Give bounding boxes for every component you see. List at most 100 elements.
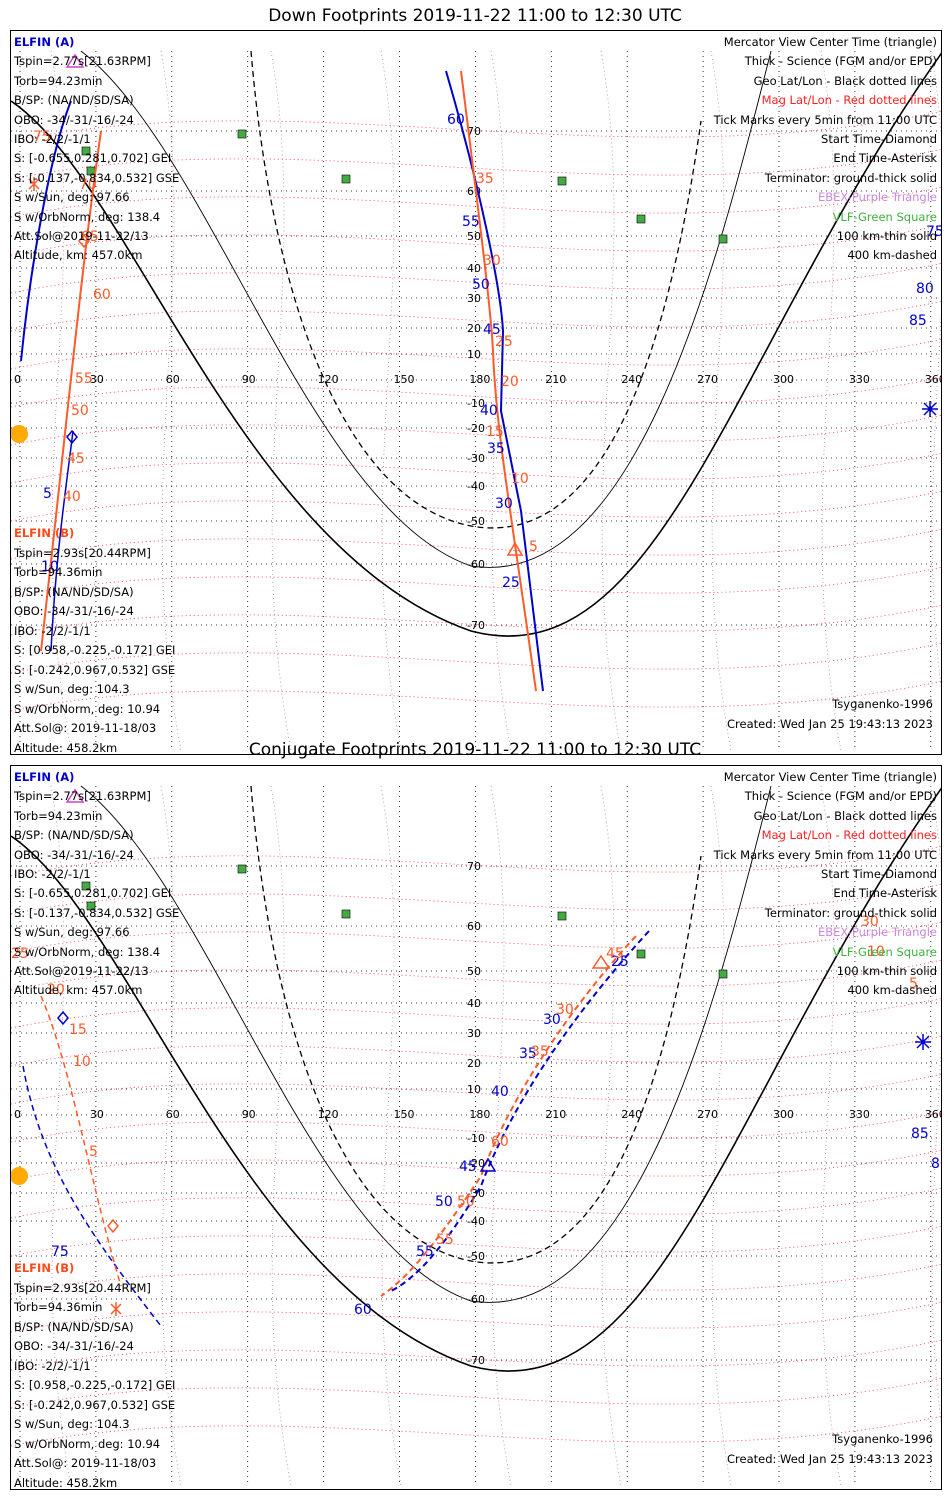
end-time-asterisk (110, 1302, 122, 1316)
info-line: S w/Sun, deg: 97.66 (14, 925, 130, 940)
lat-tick-label: -20 (467, 422, 485, 435)
lon-tick-label: 0 (14, 1108, 21, 1121)
elfin-a-time-label: 75 (926, 224, 942, 240)
info-line: S w/Sun, deg: 104.3 (14, 682, 130, 696)
lon-tick-label: 360 (925, 373, 942, 386)
elfin-b-time-label: 30 (483, 253, 501, 269)
elfin-b-time-label: 55 (75, 371, 93, 387)
lat-tick-label: 60 (467, 920, 481, 933)
elfin-a-time-label: 50 (435, 1194, 453, 1210)
elfin-b-info: ELFIN (B) Tspin=2.93s[20.44RPM] Torb=94.… (14, 1259, 176, 1489)
info-line: Torb=94.36min (14, 565, 103, 579)
lat-tick-label: 40 (467, 262, 481, 275)
elfin-a-time-label: 40 (491, 1084, 509, 1100)
lon-tick-label: 120 (318, 373, 339, 386)
terminator-100km-line (80, 785, 772, 1303)
lat-tick-label: 50 (467, 965, 481, 978)
info-line: S: [-0.655,0.281,0.702] GEI (14, 886, 172, 901)
legend-400km: 400 km-dashed (847, 983, 937, 998)
sun-icon (11, 425, 28, 443)
mag-lat-line (11, 376, 941, 408)
info-line: OBO: -34/-31/-16/-24 (14, 847, 134, 862)
footer-model: Tsyganenko-1996 (832, 1432, 933, 1446)
mag-lat-line (11, 1225, 941, 1257)
mag-lat-line (11, 1073, 941, 1105)
elfin-b-time-label: 45 (606, 946, 624, 962)
elfin-b-info: ELFIN (B) Tspin=2.93s[20.44RPM] Torb=94.… (14, 524, 175, 754)
lon-tick-label: 360 (925, 1108, 942, 1121)
elfin-b-time-label: 50 (457, 1194, 475, 1210)
info-line: B/SP: (NA/ND/SD/SA) (14, 1319, 134, 1334)
lon-tick-label: 30 (90, 373, 104, 386)
legend-ebex: EBEX-Purple Triangle (817, 925, 937, 940)
legend-thick: Thick - Science (FGM and/or EPD) (744, 789, 937, 804)
elfin-a-info: ELFIN (A) Tspin=2.77s[21.63RPM] Torb=94.… (14, 768, 179, 1001)
elfin-a-info: ELFIN (A) Tspin=2.77s[21.63RPM] Torb=94.… (14, 33, 179, 266)
info-line: S: [-0.242,0.967,0.532] GSE (14, 1397, 176, 1412)
elfin-a-time-label: 50 (472, 277, 490, 293)
center-time-triangle (506, 541, 524, 556)
legend-100km: 100 km-thin solid (836, 228, 937, 243)
info-line: Att.Sol@2019-11-22/13 (14, 228, 149, 243)
info-line: B/SP: (NA/ND/SD/SA) (14, 584, 134, 599)
lon-tick-label: 150 (394, 1108, 415, 1121)
mag-lat-line (11, 1187, 941, 1219)
info-line: Altitude, km: 457.0km (14, 248, 143, 263)
mag-lat-line (11, 452, 941, 484)
elfin-b-time-label: 75 (33, 129, 51, 145)
elfin-b-time-label: 55 (436, 1232, 454, 1248)
lat-tick-label: -50 (467, 1250, 485, 1263)
elfin-b-time-label: 10 (867, 944, 885, 960)
elfin-b-time-label: 30 (556, 1002, 574, 1018)
mag-lat-line (11, 642, 941, 674)
mag-lat-line (11, 959, 941, 991)
lon-tick-label: 240 (621, 373, 642, 386)
info-line: Tspin=2.77s[21.63RPM] (14, 54, 151, 69)
elfin-a-time-label: 60 (354, 1302, 372, 1318)
elfin-a-time-label: 45 (483, 322, 501, 338)
lon-tick-label: 300 (773, 373, 794, 386)
elfin-b-time-label: 60 (93, 287, 111, 303)
vlf-station-marker (718, 969, 728, 979)
info-line: Att.Sol@: 2019-11-18/03 (14, 1456, 157, 1470)
elfin-a-time-label: 80 (931, 1156, 942, 1172)
lon-tick-label: 90 (242, 1108, 256, 1121)
elfin-a-time-label: 25 (502, 575, 520, 591)
elfin-b-time-label: 50 (71, 403, 89, 419)
vlf-station-marker (341, 174, 351, 184)
elfin-b-time-label: 20 (501, 374, 519, 390)
legend-terminator: Terminator: ground-thick solid (764, 905, 937, 920)
elfin-a-title: ELFIN (A) (14, 35, 75, 49)
elfin-a-track (390, 930, 650, 1292)
ebex-triangle-marker (65, 788, 85, 803)
elfin-b-time-label: 40 (63, 489, 81, 505)
elfin-b-track (380, 935, 637, 1297)
start-time-diamond (107, 1218, 119, 1234)
info-line: S w/Sun, deg: 104.3 (14, 1417, 130, 1431)
lon-tick-label: 60 (166, 373, 180, 386)
legend-mercator: Mercator View Center Time (triangle) (723, 770, 937, 784)
mag-lat-line (11, 1415, 941, 1447)
lon-tick-label: 330 (849, 373, 870, 386)
info-line: S: [0.958,-0.225,-0.172] GEI (14, 1378, 176, 1392)
elfin-a-track (20, 100, 72, 362)
mag-lon-line (270, 50, 292, 752)
map-panel-conjugate: 0 30 60 90 120 150 180 210 240 270 300 330 360 70 60 50… (10, 765, 942, 1490)
map-canvas: 0306090120150180210240270300330360706050… (11, 50, 942, 752)
start-time-diamond (66, 429, 78, 445)
elfin-b-track (40, 995, 122, 1287)
lon-tick-label: 150 (394, 373, 415, 386)
lat-tick-label: 10 (467, 1083, 481, 1096)
legend-start: Start Time-Diamond (821, 866, 937, 881)
mag-lat-line (11, 414, 941, 446)
lat-tick-label: 20 (467, 1057, 481, 1070)
mag-lat-line (11, 921, 941, 953)
info-line: Tspin=2.93s[20.44RPM] (14, 1280, 151, 1295)
end-time-asterisk (915, 1034, 931, 1050)
elfin-a-time-label: 45 (459, 1159, 477, 1175)
legend-geo: Geo Lat/Lon - Black dotted lines (753, 73, 937, 88)
elfin-b-time-label: 5 (909, 976, 918, 992)
elfin-a-time-label: 55 (462, 214, 480, 230)
lat-tick-label: 30 (467, 1027, 481, 1040)
mag-lat-line (11, 883, 941, 915)
